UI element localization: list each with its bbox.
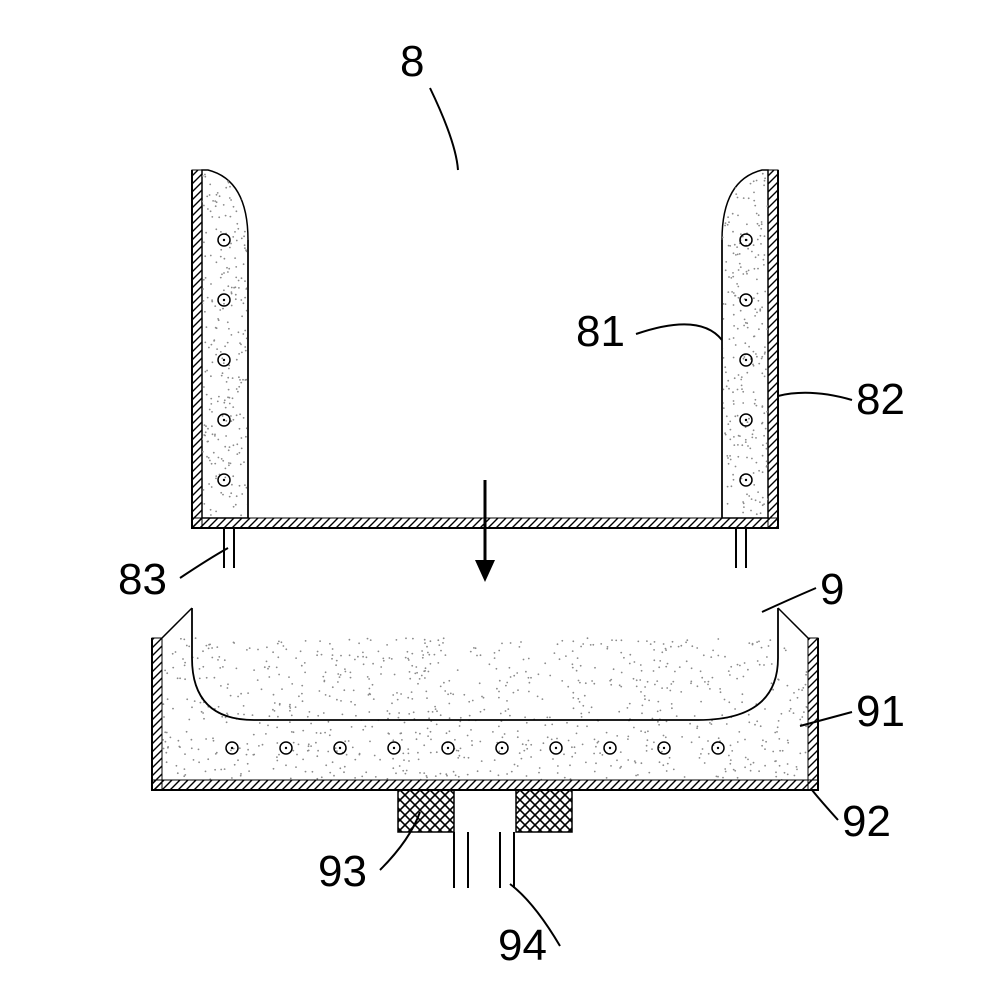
leader-92 (812, 790, 838, 820)
label-9: 9 (820, 565, 844, 614)
upper-outer-shell (192, 170, 778, 528)
label-91: 91 (856, 687, 905, 736)
upper-wall-hatch-right (768, 170, 778, 528)
crosshatch-block (516, 790, 572, 832)
label-81: 81 (576, 307, 625, 356)
label-93: 93 (318, 847, 367, 896)
lower-wall-hatch-left (152, 638, 162, 790)
direction-arrow-head (475, 560, 495, 582)
leader-82 (778, 393, 852, 400)
lower-wall-hatch-bottom (152, 780, 818, 790)
leader-83 (180, 548, 228, 578)
crosshatch-block (398, 790, 454, 832)
lower-stipple-region (162, 608, 808, 780)
label-8: 8 (400, 37, 424, 86)
upper-wall-hatch-left (192, 170, 202, 528)
lower-wall-hatch-right (808, 638, 818, 790)
leader-8 (430, 88, 458, 170)
label-92: 92 (842, 797, 891, 846)
label-83: 83 (118, 555, 167, 604)
label-94: 94 (498, 921, 547, 970)
label-82: 82 (856, 375, 905, 424)
leader-81 (636, 324, 722, 340)
lower-assembly (152, 608, 818, 888)
leader-9 (762, 588, 816, 612)
